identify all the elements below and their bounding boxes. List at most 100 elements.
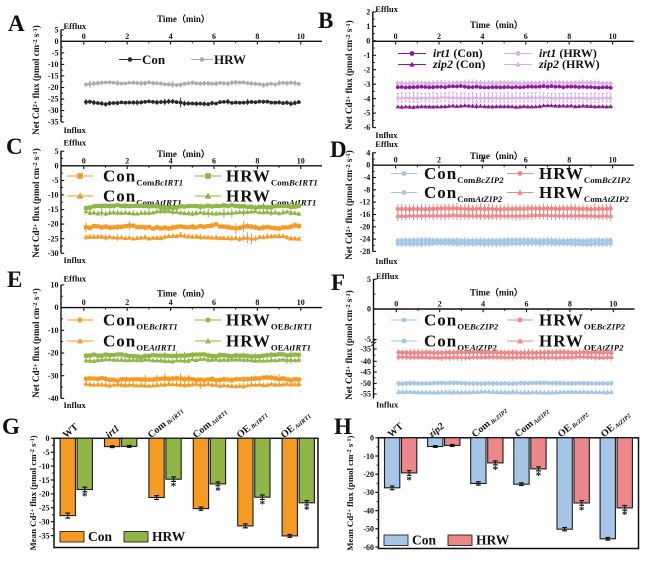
svg-text:-40: -40 (363, 506, 374, 515)
svg-text:HRWOEBcIRT1: HRWOEBcIRT1 (226, 311, 312, 332)
svg-text:0: 0 (367, 305, 371, 314)
svg-text:F: F (331, 270, 345, 295)
svg-text:2: 2 (437, 32, 441, 41)
svg-text:8: 8 (568, 300, 572, 309)
svg-text:-5: -5 (52, 48, 59, 57)
svg-text:Influx: Influx (375, 256, 398, 266)
svg-text:HRW: HRW (214, 52, 246, 67)
svg-text:Efflux: Efflux (64, 274, 87, 284)
svg-text:*: * (260, 498, 266, 510)
svg-text:-25: -25 (39, 504, 50, 513)
svg-text:B: B (318, 8, 333, 33)
svg-text:6: 6 (212, 156, 216, 165)
svg-text:Efflux: Efflux (375, 139, 398, 149)
svg-text:Time（min）: Time（min） (157, 14, 210, 24)
svg-text:-5: -5 (52, 176, 59, 185)
svg-text:-55: -55 (360, 390, 371, 399)
svg-text:4: 4 (480, 156, 484, 165)
svg-text:4: 4 (169, 32, 173, 41)
svg-text:HRW: HRW (152, 529, 186, 544)
svg-text:Efflux: Efflux (64, 21, 87, 31)
svg-text:-15: -15 (48, 205, 59, 214)
svg-text:HRW: HRW (476, 533, 510, 548)
svg-text:HRWOEAtZIP2: HRWOEAtZIP2 (539, 332, 624, 353)
svg-text:0: 0 (82, 32, 86, 41)
svg-text:Time（min）: Time（min） (470, 151, 523, 161)
svg-text:Net Cd2+ flux (pmol cm-2 s-1): Net Cd2+ flux (pmol cm-2 s-1) (31, 148, 41, 258)
svg-text:0: 0 (82, 298, 86, 307)
svg-text:-20: -20 (360, 222, 371, 231)
svg-text:zip2 (Con): zip2 (Con) (432, 57, 485, 71)
svg-text:10: 10 (297, 156, 305, 165)
svg-text:Efflux: Efflux (375, 4, 398, 14)
svg-text:E: E (7, 267, 22, 292)
svg-text:Influx: Influx (375, 130, 398, 140)
svg-text:-15: -15 (39, 476, 50, 485)
svg-text:2: 2 (437, 156, 441, 165)
svg-text:-20: -20 (48, 349, 59, 358)
svg-text:A: A (8, 11, 25, 36)
svg-text:-20: -20 (48, 220, 59, 229)
svg-text:2: 2 (366, 8, 370, 17)
svg-text:10: 10 (609, 156, 617, 165)
svg-text:-40: -40 (360, 357, 371, 366)
svg-text:4: 4 (480, 32, 484, 41)
svg-text:0: 0 (82, 156, 86, 165)
svg-text:Con: Con (412, 533, 436, 548)
svg-text:Net Cd2+ flux (pmol cm-2 s-1): Net Cd2+ flux (pmol cm-2 s-1) (31, 288, 41, 398)
svg-text:-10: -10 (39, 462, 50, 471)
svg-text:Influx: Influx (64, 400, 87, 410)
svg-text:-8: -8 (364, 185, 371, 194)
svg-text:0: 0 (55, 303, 59, 312)
svg-text:G: G (2, 414, 20, 439)
svg-text:*: * (82, 491, 88, 503)
svg-text:4: 4 (481, 300, 485, 309)
svg-text:0: 0 (55, 161, 59, 170)
svg-text:0: 0 (394, 300, 398, 309)
svg-text:4: 4 (169, 156, 173, 165)
svg-text:HRWComBcIRT1: HRWComBcIRT1 (226, 167, 318, 188)
svg-text:-16: -16 (360, 210, 371, 219)
svg-text:ConComAtZIP2: ConComAtZIP2 (424, 183, 503, 204)
svg-text:-30: -30 (48, 371, 59, 380)
svg-text:0: 0 (46, 434, 50, 443)
svg-text:1: 1 (366, 22, 370, 31)
svg-text:Efflux: Efflux (64, 138, 87, 148)
svg-text:-25: -25 (48, 234, 59, 243)
svg-text:Time（min）: Time（min） (157, 289, 210, 299)
svg-text:-4: -4 (364, 94, 371, 103)
svg-text:Time（min）: Time（min） (470, 288, 523, 298)
svg-text:irt1 (Con): irt1 (Con) (433, 46, 483, 60)
svg-text:-35: -35 (39, 531, 50, 540)
svg-text:-10: -10 (48, 326, 59, 335)
svg-text:Mean Cd2+ flux (pmol cm-2 s-1): Mean Cd2+ flux (pmol cm-2 s-1) (28, 435, 38, 550)
svg-text:5: 5 (367, 275, 371, 284)
svg-text:10: 10 (609, 32, 617, 41)
svg-text:-30: -30 (48, 249, 59, 258)
svg-text:Con: Con (88, 529, 112, 544)
svg-text:*: * (622, 509, 628, 521)
svg-text:2: 2 (125, 32, 129, 41)
svg-text:-20: -20 (48, 83, 59, 92)
svg-text:-2: -2 (364, 65, 371, 74)
svg-text:*: * (406, 474, 412, 486)
svg-text:ConComBcZIP2: ConComBcZIP2 (424, 164, 504, 185)
svg-text:6: 6 (525, 300, 529, 309)
svg-text:-40: -40 (48, 394, 59, 403)
svg-text:10: 10 (51, 281, 59, 290)
svg-text:8: 8 (255, 298, 259, 307)
svg-text:Con: Con (142, 52, 166, 67)
svg-text:Influx: Influx (376, 400, 399, 410)
svg-text:5: 5 (55, 25, 59, 34)
svg-text:-50: -50 (363, 525, 374, 534)
svg-text:-1: -1 (364, 51, 371, 60)
svg-text:10: 10 (609, 300, 617, 309)
svg-text:-4: -4 (364, 173, 371, 182)
svg-text:2: 2 (125, 298, 129, 307)
svg-text:C: C (6, 134, 23, 159)
svg-text:zip2 (HRW): zip2 (HRW) (538, 57, 600, 71)
svg-text:HRWComAtIRT1: HRWComAtIRT1 (226, 187, 316, 208)
svg-text:HRWComAtZIP2: HRWComAtZIP2 (539, 183, 629, 204)
svg-text:0: 0 (366, 161, 370, 170)
svg-text:6: 6 (524, 32, 528, 41)
